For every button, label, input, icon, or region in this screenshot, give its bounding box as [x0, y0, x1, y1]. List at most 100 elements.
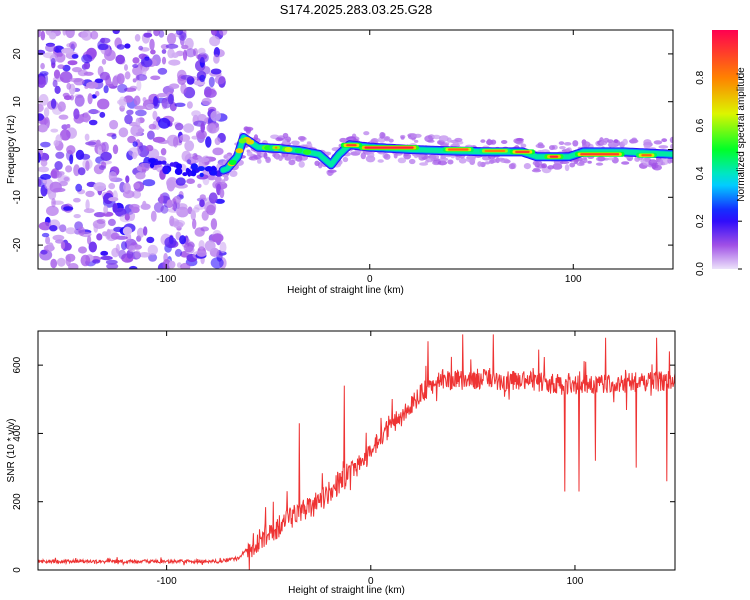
noise-blob	[118, 249, 127, 260]
noise-blob	[180, 83, 187, 95]
noise-blob	[99, 111, 106, 118]
noise-blob	[124, 64, 128, 71]
noise-blob	[186, 178, 196, 184]
y-tick-label: -10	[12, 190, 23, 205]
halo-blob	[643, 139, 652, 146]
noise-blob	[157, 93, 168, 98]
noise-blob	[140, 57, 153, 68]
noise-blob	[174, 102, 186, 108]
noise-blob	[40, 62, 45, 70]
noise-blob	[83, 61, 91, 70]
halo-blob	[484, 161, 491, 165]
halo-blob	[419, 162, 429, 166]
halo-blob	[613, 139, 619, 144]
halo-blob	[587, 160, 592, 164]
noise-blob	[138, 162, 152, 170]
noise-blob	[162, 165, 169, 174]
noise-blob	[166, 176, 178, 189]
noise-blob	[62, 30, 67, 36]
noise-blob	[114, 207, 127, 217]
noise-blob	[176, 203, 188, 210]
y-tick-label: 200	[12, 493, 23, 510]
noise-blob	[103, 85, 109, 94]
snr-line	[38, 334, 675, 570]
halo-blob	[501, 140, 508, 144]
halo-blob	[653, 140, 663, 145]
halo-blob	[569, 162, 576, 168]
colorbar-tick-label: 0.2	[695, 214, 706, 228]
halo-blob	[621, 161, 630, 165]
noise-blob	[133, 105, 146, 110]
noise-blob	[80, 30, 93, 41]
snr-frame	[37, 330, 676, 571]
noise-blob	[54, 85, 61, 94]
noise-blob	[208, 123, 217, 134]
x-tick-label: 100	[565, 274, 582, 285]
noise-blob	[157, 67, 168, 75]
noise-blob	[128, 203, 140, 210]
x-axis-label: Height of straight line (km)	[288, 585, 405, 596]
colorbar-label: Normalized spectral amplitude	[736, 67, 747, 202]
noise-blob	[160, 148, 167, 156]
noise-blob	[96, 218, 106, 225]
halo-blob	[263, 152, 268, 159]
noise-blob	[45, 43, 56, 52]
noise-blob	[158, 117, 171, 129]
noise-blob	[197, 157, 210, 163]
noise-blob	[159, 193, 164, 204]
noise-blob	[40, 173, 52, 180]
halo-blob	[288, 159, 296, 166]
noise-blob	[183, 243, 194, 253]
noise-blob	[86, 81, 99, 89]
noise-blob	[205, 136, 212, 148]
noise-blob	[78, 246, 87, 254]
noise-blob	[168, 59, 181, 66]
halo-blob	[523, 163, 532, 170]
halo-blob	[403, 152, 412, 160]
halo-blob	[426, 157, 434, 163]
noise-blob	[124, 71, 131, 80]
halo-blob	[669, 136, 673, 144]
noise-blob	[74, 94, 85, 107]
x-tick-label: 0	[368, 576, 374, 587]
noise-blob	[81, 54, 93, 64]
noise-blob	[132, 57, 140, 64]
noise-blob	[123, 183, 130, 192]
noise-blob	[101, 58, 107, 65]
noise-blob	[51, 198, 56, 208]
noise-blob	[161, 160, 167, 165]
noise-blob	[132, 151, 138, 160]
x-tick-label: -100	[156, 274, 176, 285]
noise-blob	[150, 49, 156, 55]
halo-blob	[265, 156, 271, 164]
noise-blob	[204, 240, 216, 252]
halo-blob	[532, 160, 543, 166]
y-tick-label: 10	[12, 96, 23, 108]
halo-blob	[408, 158, 416, 165]
noise-blob	[38, 103, 44, 113]
noise-blob	[61, 47, 74, 54]
x-axis-label: Height of straight line (km)	[287, 285, 404, 296]
colorbar-tick-label: 0.8	[695, 70, 706, 84]
y-tick-label: 400	[12, 425, 23, 442]
noise-blob	[210, 169, 218, 176]
y-tick-label: 600	[12, 356, 23, 373]
noise-blob	[186, 159, 192, 165]
colorbar-tick-label: 0.4	[695, 166, 706, 180]
noise-blob	[134, 34, 141, 42]
halo-blob	[339, 137, 348, 143]
halo-blob	[547, 165, 554, 170]
noise-blob	[84, 133, 90, 141]
noise-blob	[77, 226, 86, 236]
noise-blob	[52, 234, 65, 241]
halo-blob	[670, 143, 673, 150]
noise-blob	[124, 43, 131, 49]
halo-blob	[537, 142, 544, 147]
noise-blob	[173, 136, 179, 148]
noise-blob	[41, 232, 50, 238]
y-tick-label: 20	[12, 48, 23, 60]
noise-blob	[166, 199, 173, 208]
noise-blob	[210, 110, 221, 122]
halo-blob	[414, 133, 422, 138]
